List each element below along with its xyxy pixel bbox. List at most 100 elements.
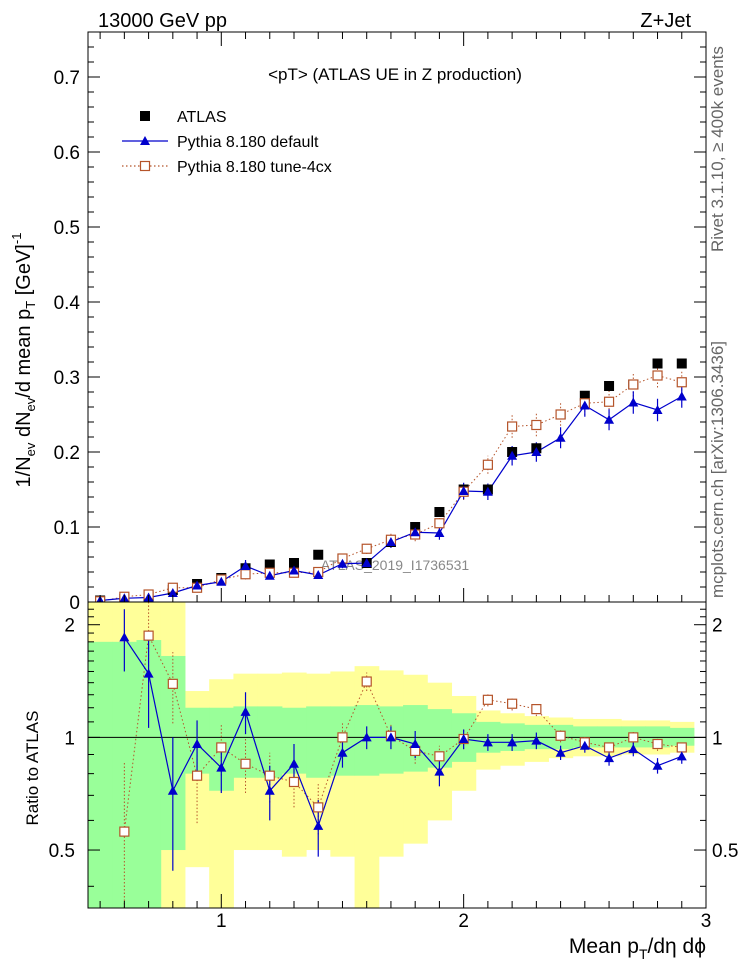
atlas-point — [264, 559, 275, 570]
default-point — [313, 570, 324, 579]
ratio-tune-point — [507, 698, 518, 709]
mcplots-label: mcplots.cern.ch [arXiv:1306.3436] — [708, 341, 727, 598]
ratio-frame — [87, 601, 707, 909]
ratio-default-point — [119, 632, 130, 642]
main-data — [95, 358, 687, 607]
ratio-tune-point — [482, 694, 493, 705]
ratio-default-point — [555, 747, 566, 757]
ratio-default-point — [579, 740, 590, 750]
default-point — [531, 447, 542, 456]
atlas-point — [676, 358, 687, 369]
atlas-point — [313, 549, 324, 560]
ratio-tune-point — [240, 758, 251, 769]
default-point — [555, 432, 566, 442]
ratio-default-point — [652, 760, 663, 770]
header-left: 13000 GeV pp — [98, 10, 227, 32]
main-y-tick-label: 0 — [69, 593, 80, 614]
tune-point — [676, 377, 687, 388]
ratio-default-point — [264, 785, 275, 795]
ratio-tune-point — [603, 742, 615, 753]
tune-point — [507, 421, 518, 432]
ratio-default-point — [192, 739, 203, 749]
x-tick-label: 1 — [216, 911, 227, 932]
default-point — [289, 565, 299, 575]
ratio-default-point — [482, 737, 493, 747]
ratio-default-point — [604, 753, 615, 763]
atlas-point — [434, 507, 445, 517]
default-point — [264, 570, 275, 580]
ratio-y-title: Ratio to ATLAS — [23, 711, 42, 826]
ratio-y-tick-label: 0.5 — [49, 841, 75, 862]
x-axis-title: Mean pT/dη dϕ — [569, 935, 706, 962]
ratio-default-line — [123, 637, 682, 828]
ratio-default-point — [385, 732, 396, 742]
ratio-border — [87, 601, 707, 909]
default-point — [410, 527, 421, 537]
ratio-default-point — [458, 734, 469, 744]
header-right: Z+Jet — [640, 10, 691, 32]
default-point — [507, 450, 518, 460]
default-point — [604, 414, 615, 424]
tune-point — [555, 409, 566, 420]
chart-title: <pT> (ATLAS UE in Z production) — [268, 65, 522, 84]
ratio-tune-point — [337, 732, 348, 743]
ratio-default-point — [216, 762, 227, 772]
ratio-default-point — [676, 751, 687, 761]
default-point — [434, 528, 445, 537]
ratio-default-point — [410, 739, 421, 749]
ratio-default-point — [361, 732, 372, 742]
ratio-default-point — [628, 744, 639, 754]
main-y-tick-label: 0.2 — [54, 443, 80, 464]
x-axis: 1 2 3 — [99, 32, 712, 932]
legend-label-default: Pythia 8.180 default — [177, 134, 319, 151]
tune-point — [240, 569, 251, 580]
ratio-tune-point — [313, 802, 324, 813]
tune-point — [603, 396, 615, 407]
main-y-title: 1/Nev dNev/d mean pT [GeV]-1 — [9, 233, 38, 488]
tune-point — [652, 370, 663, 381]
default-point — [652, 405, 663, 414]
ratio-tune-point — [143, 630, 154, 641]
ratio-y-tick-label-right: 0.5 — [712, 841, 738, 862]
default-point — [628, 397, 639, 407]
atlas-point — [289, 558, 299, 568]
ratio-y-tick-label-right: 2 — [712, 616, 723, 637]
legend-marker-atlas — [140, 111, 150, 121]
main-y-tick-label: 0.4 — [54, 293, 81, 314]
ratio-tune-point — [264, 770, 275, 781]
main-y-tick-label: 0.1 — [54, 518, 80, 539]
ratio-tune-point — [434, 751, 445, 762]
default-point — [240, 561, 251, 570]
ratio-tune-point — [652, 738, 663, 750]
default-point — [192, 580, 203, 590]
legend: ATLAS Pythia 8.180 default Pythia 8.180 … — [122, 109, 332, 176]
main-y-tick-label: 0.3 — [54, 368, 80, 389]
atlas-point — [579, 390, 590, 401]
atlas-point — [410, 522, 421, 532]
ratio-data — [119, 602, 687, 908]
atlas-point — [604, 381, 615, 391]
ratio-default-point — [434, 766, 445, 776]
tune-point — [482, 459, 493, 470]
default-point — [361, 558, 372, 567]
legend-marker-tune — [139, 160, 151, 172]
atlas-point — [652, 358, 663, 369]
x-tick-label: 3 — [701, 911, 712, 932]
ratio-inner-band — [669, 727, 695, 746]
ratio-tune-point — [628, 732, 639, 743]
default-point — [482, 486, 493, 496]
legend-label-tune: Pythia 8.180 tune-4cx — [177, 159, 332, 176]
watermark: ATLAS_2019_I1736531 — [321, 557, 470, 573]
ratio-tune-point — [167, 678, 178, 689]
default-point — [167, 588, 178, 597]
ratio-default-point — [313, 820, 324, 830]
default-point — [337, 558, 348, 568]
ratio-y-tick-label-right: 1 — [712, 728, 723, 749]
default-point — [458, 486, 469, 495]
main-y-tick-label: 0.7 — [54, 68, 80, 89]
ratio-outer-band — [354, 666, 380, 908]
ratio-panel — [88, 602, 706, 908]
ratio-default-point — [337, 747, 348, 757]
legend-label-atlas: ATLAS — [177, 109, 227, 126]
default-point — [579, 400, 590, 410]
